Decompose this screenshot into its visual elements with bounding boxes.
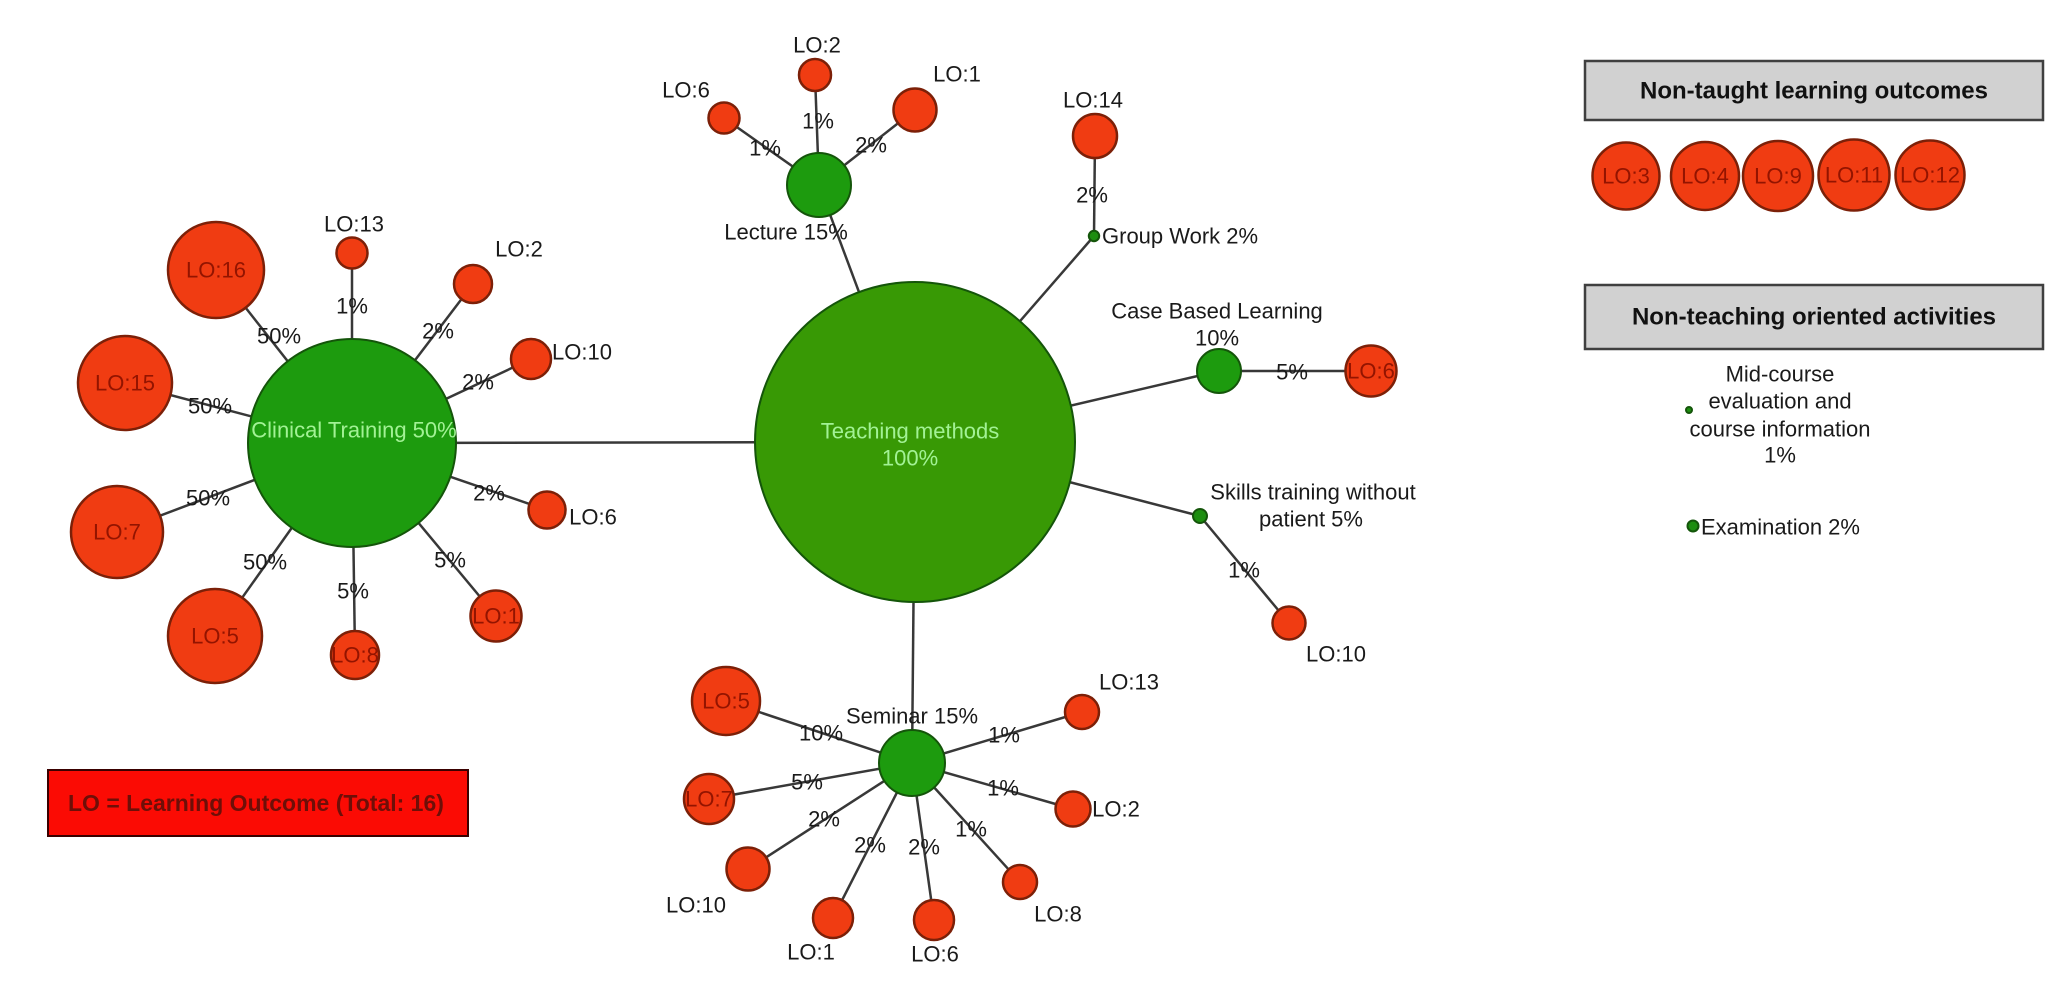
svg-text:LO:16: LO:16: [186, 258, 246, 283]
svg-text:2%: 2%: [855, 133, 887, 158]
svg-text:evaluation and: evaluation and: [1708, 389, 1851, 414]
svg-text:LO:2: LO:2: [1092, 797, 1140, 822]
svg-text:patient 5%: patient 5%: [1259, 507, 1363, 532]
svg-text:LO:13: LO:13: [324, 212, 384, 237]
svg-text:LO:1: LO:1: [472, 604, 520, 629]
svg-text:5%: 5%: [1276, 360, 1308, 385]
svg-text:10%: 10%: [1195, 326, 1239, 351]
svg-text:LO:2: LO:2: [495, 237, 543, 262]
svg-text:Clinical Training 50%: Clinical Training 50%: [251, 418, 456, 443]
svg-text:LO:12: LO:12: [1900, 163, 1960, 188]
svg-text:LO:13: LO:13: [1099, 670, 1159, 695]
svg-text:2%: 2%: [854, 833, 886, 858]
svg-text:Non-taught learning outcomes: Non-taught learning outcomes: [1640, 78, 1988, 105]
svg-text:Lecture 15%: Lecture 15%: [724, 220, 848, 245]
svg-text:5%: 5%: [791, 770, 823, 795]
svg-text:LO:10: LO:10: [1306, 642, 1366, 667]
svg-text:LO:7: LO:7: [93, 520, 141, 545]
svg-text:LO:1: LO:1: [787, 940, 835, 965]
svg-text:LO:2: LO:2: [793, 33, 841, 58]
svg-text:2%: 2%: [462, 370, 494, 395]
svg-text:LO:6: LO:6: [569, 505, 617, 530]
svg-text:LO:14: LO:14: [1063, 88, 1123, 113]
svg-text:1%: 1%: [1764, 443, 1796, 468]
svg-text:LO = Learning Outcome (Total:: LO = Learning Outcome (Total: 16): [68, 790, 444, 816]
svg-text:2%: 2%: [422, 319, 454, 344]
svg-text:LO:6: LO:6: [911, 942, 959, 967]
svg-text:LO:10: LO:10: [552, 340, 612, 365]
svg-text:LO:11: LO:11: [1825, 163, 1883, 188]
svg-text:1%: 1%: [987, 776, 1019, 801]
svg-text:1%: 1%: [955, 817, 987, 842]
svg-text:LO:15: LO:15: [95, 371, 155, 396]
svg-text:1%: 1%: [988, 723, 1020, 748]
svg-text:100%: 100%: [882, 446, 938, 471]
svg-text:Seminar 15%: Seminar 15%: [846, 704, 978, 729]
svg-text:50%: 50%: [257, 324, 301, 349]
svg-text:LO:8: LO:8: [331, 643, 379, 668]
svg-text:2%: 2%: [908, 835, 940, 860]
svg-text:LO:6: LO:6: [1347, 359, 1395, 384]
svg-text:50%: 50%: [186, 486, 230, 511]
svg-text:1%: 1%: [749, 136, 781, 161]
svg-text:5%: 5%: [434, 548, 466, 573]
svg-text:2%: 2%: [473, 481, 505, 506]
svg-text:LO:9: LO:9: [1754, 164, 1802, 189]
svg-text:Case Based Learning: Case Based Learning: [1111, 299, 1323, 324]
svg-text:5%: 5%: [337, 579, 369, 604]
svg-text:Teaching methods: Teaching methods: [821, 419, 1000, 444]
svg-text:Group Work 2%: Group Work 2%: [1102, 224, 1258, 249]
svg-text:LO:10: LO:10: [666, 893, 726, 918]
svg-text:50%: 50%: [188, 394, 232, 419]
svg-text:2%: 2%: [1076, 183, 1108, 208]
svg-text:LO:3: LO:3: [1602, 164, 1650, 189]
svg-text:course information: course information: [1690, 417, 1871, 442]
svg-text:LO:1: LO:1: [933, 62, 981, 87]
svg-text:LO:6: LO:6: [662, 78, 710, 103]
svg-text:LO:5: LO:5: [191, 624, 239, 649]
svg-text:Non-teaching oriented activiti: Non-teaching oriented activities: [1632, 304, 1996, 331]
svg-text:Examination 2%: Examination 2%: [1701, 515, 1860, 540]
svg-text:LO:7: LO:7: [685, 787, 733, 812]
svg-text:10%: 10%: [799, 721, 843, 746]
svg-text:Mid-course: Mid-course: [1726, 362, 1835, 387]
svg-text:1%: 1%: [802, 109, 834, 134]
svg-text:2%: 2%: [808, 807, 840, 832]
svg-text:Skills training without: Skills training without: [1210, 480, 1415, 505]
svg-text:LO:8: LO:8: [1034, 902, 1082, 927]
svg-text:50%: 50%: [243, 550, 287, 575]
svg-text:1%: 1%: [336, 294, 368, 319]
svg-text:1%: 1%: [1228, 558, 1260, 583]
svg-text:LO:5: LO:5: [702, 689, 750, 714]
svg-text:LO:4: LO:4: [1681, 164, 1729, 189]
